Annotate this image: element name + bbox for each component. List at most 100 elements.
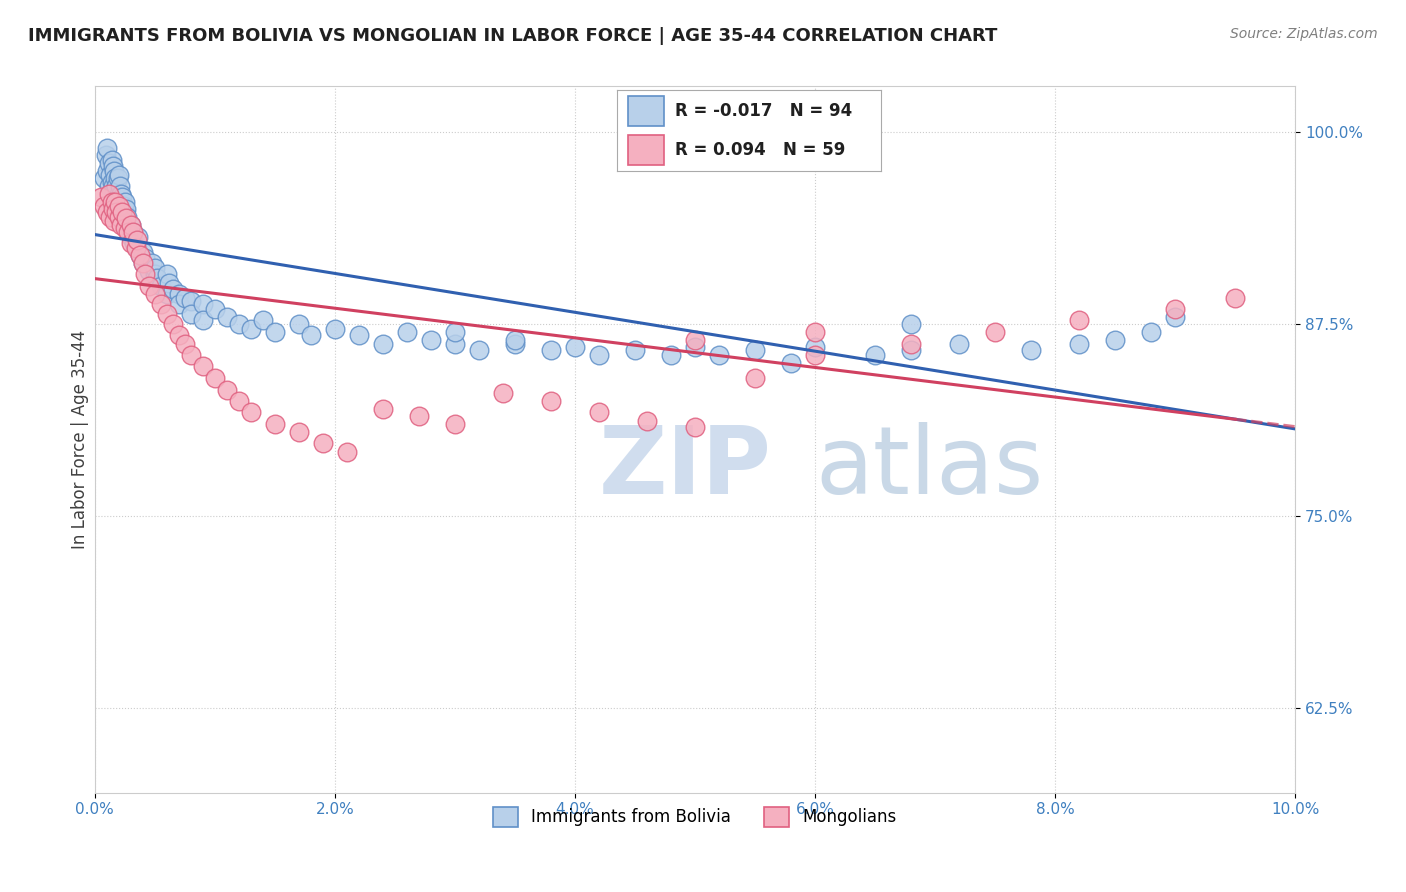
Point [444, 417, 467, 432]
Point [984, 325, 1007, 339]
Point [101, 179, 124, 194]
Point [468, 343, 491, 358]
Text: atlas: atlas [815, 422, 1043, 514]
Point [444, 325, 467, 339]
Point [503, 333, 526, 347]
Point [112, 199, 135, 213]
Point [105, 179, 128, 194]
Point [143, 260, 166, 275]
Point [141, 256, 163, 270]
Point [110, 186, 132, 201]
Point [101, 159, 124, 173]
Point [114, 205, 136, 219]
Point [180, 307, 202, 321]
Point [636, 414, 658, 428]
Point [96, 141, 118, 155]
Point [180, 294, 202, 309]
Point [900, 318, 922, 332]
Point [659, 348, 682, 362]
Point [780, 356, 803, 370]
Point [167, 286, 190, 301]
Point [167, 297, 190, 311]
Point [312, 435, 335, 450]
Point [1019, 343, 1042, 358]
Point [503, 337, 526, 351]
Point [105, 194, 128, 209]
Point [347, 328, 370, 343]
Point [744, 343, 766, 358]
Point [138, 279, 160, 293]
Point [371, 337, 394, 351]
Point [108, 179, 131, 194]
Point [336, 444, 359, 458]
Point [132, 256, 155, 270]
Point [125, 233, 148, 247]
Point [124, 241, 146, 255]
Point [100, 153, 122, 167]
Point [215, 384, 238, 398]
Point [94, 148, 117, 162]
Point [132, 256, 155, 270]
Point [107, 169, 129, 183]
Point [110, 218, 132, 232]
Point [120, 230, 142, 244]
Point [149, 297, 172, 311]
Point [156, 267, 179, 281]
Point [93, 199, 115, 213]
Point [111, 205, 134, 219]
Point [100, 210, 122, 224]
Point [107, 171, 129, 186]
Point [104, 190, 127, 204]
Point [540, 394, 562, 409]
Point [156, 286, 179, 301]
Point [146, 271, 169, 285]
Point [191, 297, 214, 311]
Point [1223, 291, 1246, 305]
Point [804, 340, 827, 354]
Point [744, 371, 766, 385]
Point [138, 263, 160, 277]
Point [263, 417, 285, 432]
Point [863, 348, 886, 362]
Legend: Immigrants from Bolivia, Mongolians: Immigrants from Bolivia, Mongolians [486, 800, 904, 834]
Point [107, 186, 129, 201]
Point [288, 318, 311, 332]
Point [134, 252, 156, 266]
Point [120, 235, 142, 250]
Point [134, 267, 156, 281]
Point [371, 401, 394, 416]
Point [1067, 312, 1090, 326]
Point [93, 171, 115, 186]
Point [191, 312, 214, 326]
Point [707, 348, 730, 362]
Point [101, 202, 124, 217]
Point [120, 218, 142, 232]
Point [204, 301, 226, 316]
Point [540, 343, 562, 358]
Point [125, 241, 148, 255]
Point [107, 199, 129, 213]
Point [162, 282, 184, 296]
Point [299, 328, 322, 343]
Point [98, 186, 121, 201]
Point [127, 230, 149, 244]
Point [948, 337, 970, 351]
Point [804, 325, 827, 339]
Point [98, 179, 121, 194]
Point [111, 190, 134, 204]
Point [564, 340, 586, 354]
Point [156, 307, 179, 321]
Text: IMMIGRANTS FROM BOLIVIA VS MONGOLIAN IN LABOR FORCE | AGE 35-44 CORRELATION CHAR: IMMIGRANTS FROM BOLIVIA VS MONGOLIAN IN … [28, 27, 997, 45]
Point [252, 312, 274, 326]
Point [167, 328, 190, 343]
Point [1067, 337, 1090, 351]
Point [110, 199, 132, 213]
Point [419, 333, 441, 347]
Point [173, 337, 195, 351]
Point [215, 310, 238, 324]
Point [120, 218, 142, 232]
Point [124, 235, 146, 250]
Point [108, 194, 131, 209]
Point [239, 405, 262, 419]
Point [288, 425, 311, 439]
